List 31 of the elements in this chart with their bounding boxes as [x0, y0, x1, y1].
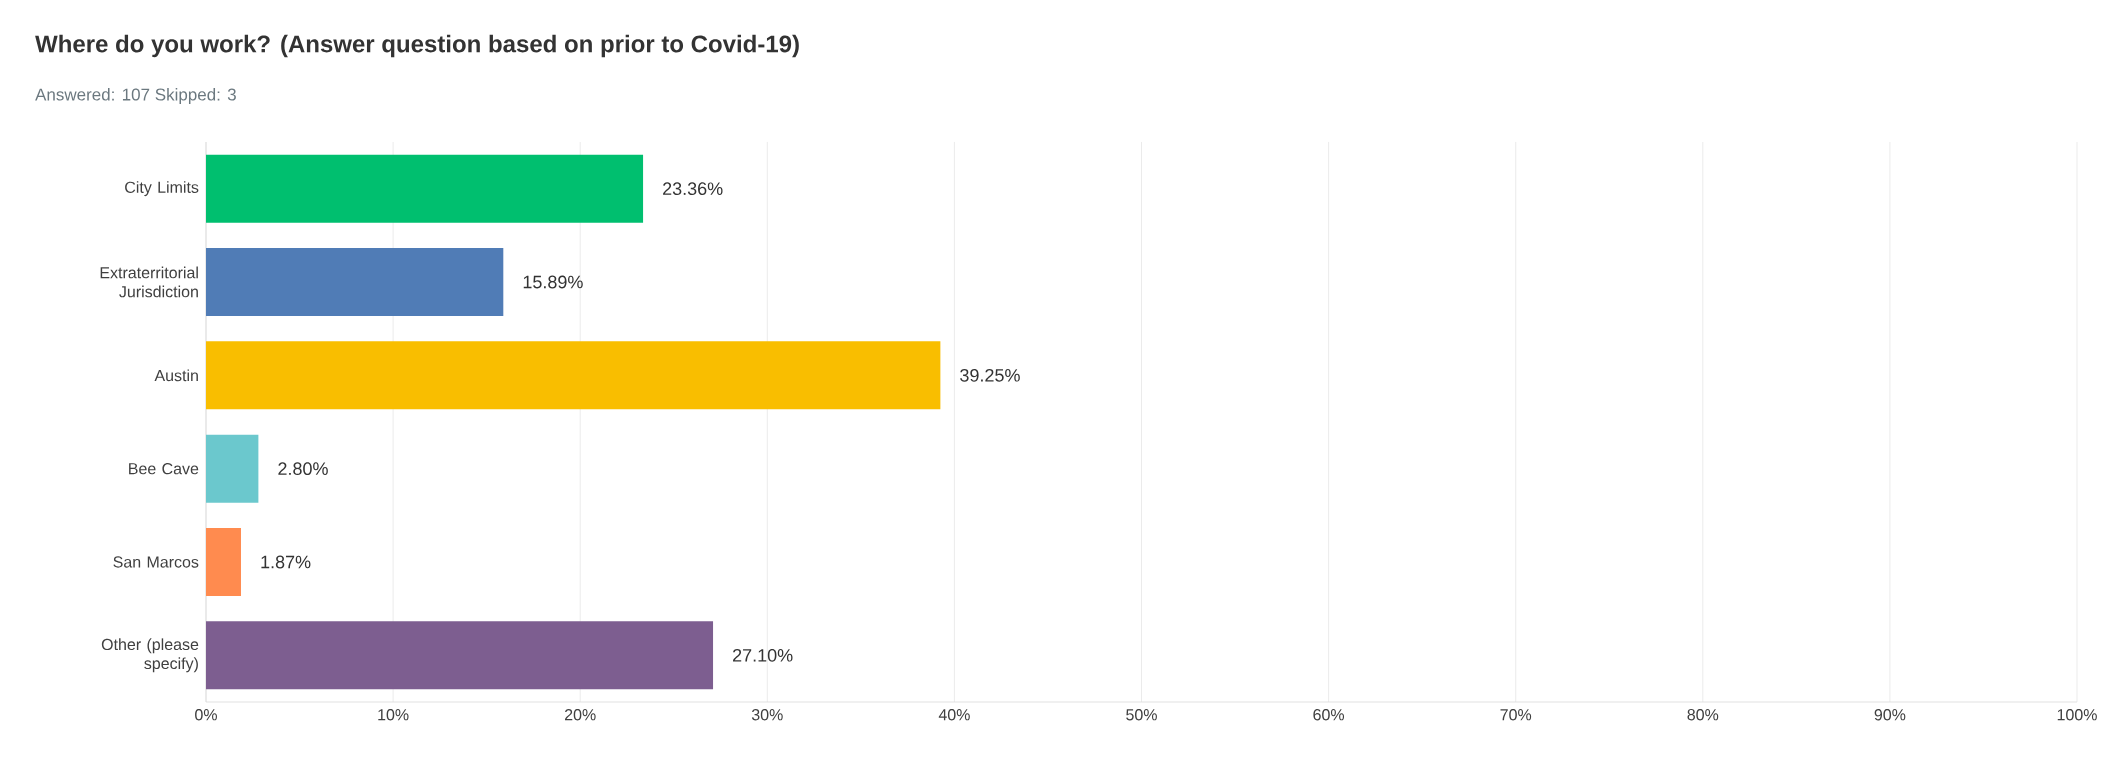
y-tick-label: Bee Cave: [129, 463, 199, 475]
bar: [206, 341, 941, 410]
y-tick-label: San Marcos: [113, 556, 199, 568]
bar: [206, 527, 241, 596]
data-label: 1.87%: [261, 555, 311, 569]
bar: [206, 154, 644, 223]
data-label: 27.10%: [733, 648, 793, 662]
y-tick-label: Other (please specify): [101, 638, 199, 673]
bar: [206, 434, 259, 503]
data-label: 39.25%: [960, 368, 1020, 382]
x-tick-label: 10%: [378, 709, 409, 721]
data-label: 15.89%: [523, 275, 583, 289]
x-tick-label: 60%: [1313, 709, 1345, 721]
x-tick-label: 70%: [1500, 709, 1532, 721]
chart-subtitle: Answered: 107 Skipped: 3: [35, 88, 236, 104]
y-tick-label: Extraterritorial Jurisdiction: [100, 266, 198, 298]
x-tick-label: 30%: [751, 709, 783, 721]
y-tick-label: Austin: [154, 369, 198, 382]
x-tick-label: 80%: [1687, 709, 1719, 721]
y-tick-label: City Limits: [125, 181, 199, 197]
data-label: 23.36%: [663, 182, 723, 196]
x-tick-label: 50%: [1126, 709, 1157, 721]
x-tick-label: 0%: [195, 709, 217, 721]
bar: [206, 247, 504, 316]
x-tick-label: 100%: [2057, 709, 2097, 721]
x-tick-label: 20%: [565, 709, 596, 721]
x-tick-label: 90%: [1874, 709, 1906, 721]
data-label: 2.80%: [278, 462, 328, 476]
chart-title: Where do you work? (Answer question based on prior to Covid-19): [35, 34, 799, 58]
x-tick-label: 40%: [938, 709, 970, 721]
bar: [206, 621, 714, 690]
